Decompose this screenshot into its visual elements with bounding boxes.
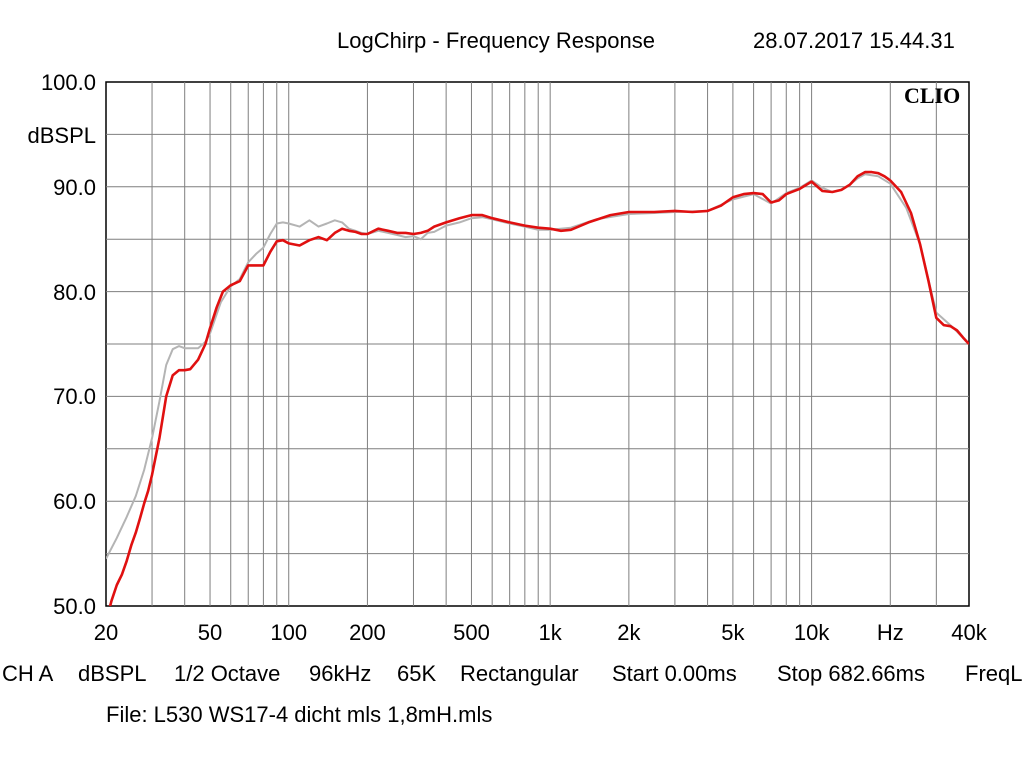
y-tick-label: 70.0 (53, 384, 96, 410)
y-tick-label: 60.0 (53, 489, 96, 515)
x-tick-label: 200 (349, 620, 386, 645)
y-tick-label: 50.0 (53, 594, 96, 619)
y-tick-label: 80.0 (53, 279, 96, 305)
reference-curve (106, 173, 969, 560)
x-tick-label: 20 (93, 620, 119, 645)
x-tick-label: 50 (197, 620, 223, 645)
footer-freq-label: FreqL (965, 663, 1023, 685)
series-group (106, 170, 969, 606)
grid (106, 82, 969, 606)
x-tick-label: Hz (876, 620, 904, 645)
x-tick-label: 500 (453, 620, 490, 645)
footer-window: Rectangular (460, 661, 579, 686)
x-tick-label: 10k (793, 620, 830, 645)
footer-smoothing: 1/2 Octave (174, 661, 281, 686)
x-tick-label: 40k (951, 620, 987, 645)
response-curve (108, 170, 969, 606)
x-tick-label: 1k (538, 620, 562, 645)
footer-channel: CH A (2, 661, 54, 686)
y-tick-label: 90.0 (53, 174, 96, 200)
frequency-response-chart (105, 81, 970, 607)
timestamp: 28.07.2017 15.44.31 (753, 28, 955, 53)
footer-file: File: L530 WS17-4 dicht mls 1,8mH.mls (106, 702, 493, 727)
footer-sample-rate: 96kHz (309, 661, 372, 686)
footer-stop: Stop 682.66ms (777, 661, 925, 686)
x-tick-label: 2k (617, 620, 641, 645)
x-tick-label: 5k (721, 620, 745, 645)
x-tick-label: 100 (270, 620, 308, 645)
y-tick-label: 100.0 (40, 70, 96, 95)
footer-start: Start 0.00ms (612, 661, 737, 686)
clio-logo: CLIO (904, 83, 961, 108)
y-axis-label: dBSPL (27, 123, 97, 148)
footer-size: 65K (397, 661, 437, 686)
footer-unit: dBSPL (78, 661, 147, 686)
chart-title: LogChirp - Frequency Response (337, 28, 655, 53)
